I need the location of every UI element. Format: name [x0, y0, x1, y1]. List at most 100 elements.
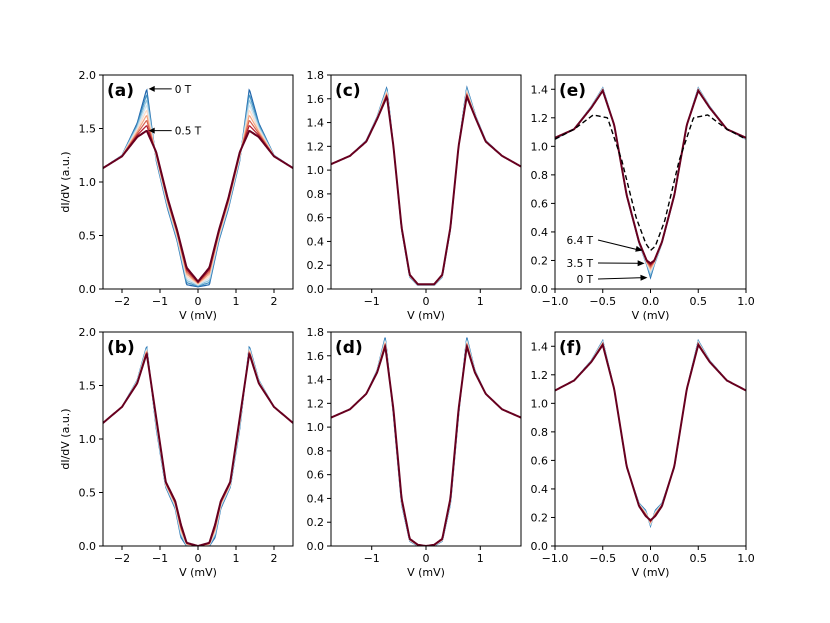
y-tick-label: 1.0: [79, 176, 97, 189]
y-tick-label: 0.0: [531, 283, 549, 296]
x-tick-label: −0.5: [589, 295, 616, 308]
y-tick-label: 1.0: [79, 433, 97, 446]
y-tick-label: 0.2: [531, 511, 549, 524]
x-axis-label: V (mV): [407, 309, 445, 322]
y-tick-label: 1.0: [307, 421, 325, 434]
y-tick-label: 2.0: [79, 69, 97, 82]
series-line-d-1: [331, 338, 521, 546]
y-tick-label: 0.8: [531, 169, 549, 182]
y-tick-label: 0.0: [79, 540, 97, 553]
y-tick-label: 0.4: [531, 483, 549, 496]
series-line-dashed-e-0: [555, 114, 746, 252]
y-tick-label: 1.8: [307, 69, 325, 82]
y-tick-label: 2.0: [79, 326, 97, 339]
series-line-b-5: [103, 350, 293, 546]
x-tick-label: 0.5: [690, 295, 708, 308]
annotation-arrowhead: [637, 260, 645, 267]
series-line-a-8: [103, 129, 293, 284]
annotation-label: 3.5 T: [567, 258, 594, 270]
y-tick-label: 0.2: [307, 516, 325, 529]
y-tick-label: 1.4: [531, 83, 549, 96]
y-tick-label: 1.4: [307, 374, 325, 387]
series-line-a-5: [103, 114, 293, 285]
x-tick-label: −1: [364, 295, 380, 308]
x-tick-label: 0: [195, 295, 202, 308]
y-tick-label: 0.2: [531, 254, 549, 267]
x-tick-label: −1: [152, 552, 168, 565]
panel-label: (f): [559, 338, 582, 358]
y-tick-label: 0.6: [307, 212, 325, 225]
y-tick-label: 1.6: [307, 93, 325, 106]
series-line-b-2: [103, 347, 293, 546]
series-line-f-8: [555, 342, 746, 522]
y-tick-label: 1.4: [531, 340, 549, 353]
panel-label: (a): [107, 81, 134, 101]
y-tick-label: 0.8: [531, 426, 549, 439]
series-line-c-6: [331, 92, 521, 286]
annotation-arrowhead: [148, 85, 155, 92]
curves-d: [331, 337, 521, 546]
series-line-c-0: [331, 85, 521, 287]
series-line-b-1: [103, 346, 293, 546]
panel-d: −1 0 1 0.0 0.2 0.4 0.6 0.8 1.0 1.2 1.4 1.6 1.8 V (mV)…: [307, 326, 522, 579]
y-tick-label: 1.0: [531, 140, 549, 153]
series-line-c-4: [331, 90, 521, 286]
y-tick-label: 1.5: [79, 380, 97, 393]
y-tick-label: 0.0: [531, 540, 549, 553]
y-tick-label: 0.5: [79, 487, 97, 500]
y-tick-label: 0.0: [307, 283, 325, 296]
axes-frame-d: [330, 331, 522, 547]
series-line-a-7: [103, 125, 293, 284]
x-tick-label: 1.0: [737, 295, 755, 308]
y-tick-label: 1.0: [307, 164, 325, 177]
annotation-arrow: [597, 277, 646, 280]
series-line-c-5: [331, 91, 521, 286]
curves-f: [555, 338, 746, 529]
y-tick-label: 0.4: [307, 235, 325, 248]
annotation-label: 6.4 T: [567, 235, 594, 247]
x-tick-label: 1: [233, 295, 240, 308]
annotation-arrowhead: [148, 127, 155, 134]
panel-e: −1.0 −0.5 0.0 0.5 1.0 0.0 0.2 0.4 0.6 0.8 1.0 1.2 1.…: [531, 74, 755, 322]
x-tick-label: 0: [423, 295, 430, 308]
annotation-label: 0 T: [175, 84, 192, 96]
series-line-f-0: [555, 338, 746, 529]
x-tick-label: −1.0: [542, 552, 569, 565]
curves-c: [331, 85, 521, 287]
y-tick-label: 1.8: [307, 326, 325, 339]
x-tick-label: 0.5: [690, 552, 708, 565]
series-line-a-0: [103, 88, 293, 288]
panel-label: (d): [335, 338, 363, 358]
panel-label: (e): [559, 81, 586, 101]
y-axis-label: dI/dV (a.u.): [59, 408, 72, 469]
curves-b: [103, 345, 293, 546]
series-line-d-4: [331, 342, 521, 546]
x-tick-label: −1: [364, 552, 380, 565]
annotation-label: 0.5 T: [175, 126, 202, 138]
x-tick-label: −1: [152, 295, 168, 308]
series-line-b-7: [103, 352, 293, 546]
x-tick-label: 1.0: [737, 552, 755, 565]
x-tick-label: −0.5: [589, 552, 616, 565]
panel-b: −2 −1 0 1 2 0.0 0.5 1.0 1.5 2.0 V (mV) dI/dV (a.u.)…: [59, 326, 294, 579]
series-line-c-7: [331, 93, 521, 285]
annotation-label: 0 T: [577, 274, 594, 286]
series-line-d-8: [331, 343, 521, 546]
y-tick-label: 0.0: [79, 283, 97, 296]
x-axis-label: V (mV): [179, 309, 217, 322]
panel-f: −1.0 −0.5 0.0 0.5 1.0 0.0 0.2 0.4 0.6 0.8 1.0 1.2 1.…: [531, 331, 755, 579]
series-line-c-2: [331, 87, 521, 286]
axes-frame-e: [554, 74, 747, 290]
y-tick-label: 1.2: [531, 112, 549, 125]
panel-label: (b): [107, 338, 135, 358]
axes-frame-b: [102, 331, 294, 547]
x-tick-label: 0: [423, 552, 430, 565]
y-tick-label: 0.0: [307, 540, 325, 553]
series-line-c-3: [331, 88, 521, 286]
series-line-d-3: [331, 340, 521, 546]
x-axis-label: V (mV): [179, 566, 217, 579]
axes-frame-f: [554, 331, 747, 547]
y-tick-label: 0.4: [307, 492, 325, 505]
series-line-b-0: [103, 345, 293, 546]
series-line-c-1: [331, 86, 521, 286]
